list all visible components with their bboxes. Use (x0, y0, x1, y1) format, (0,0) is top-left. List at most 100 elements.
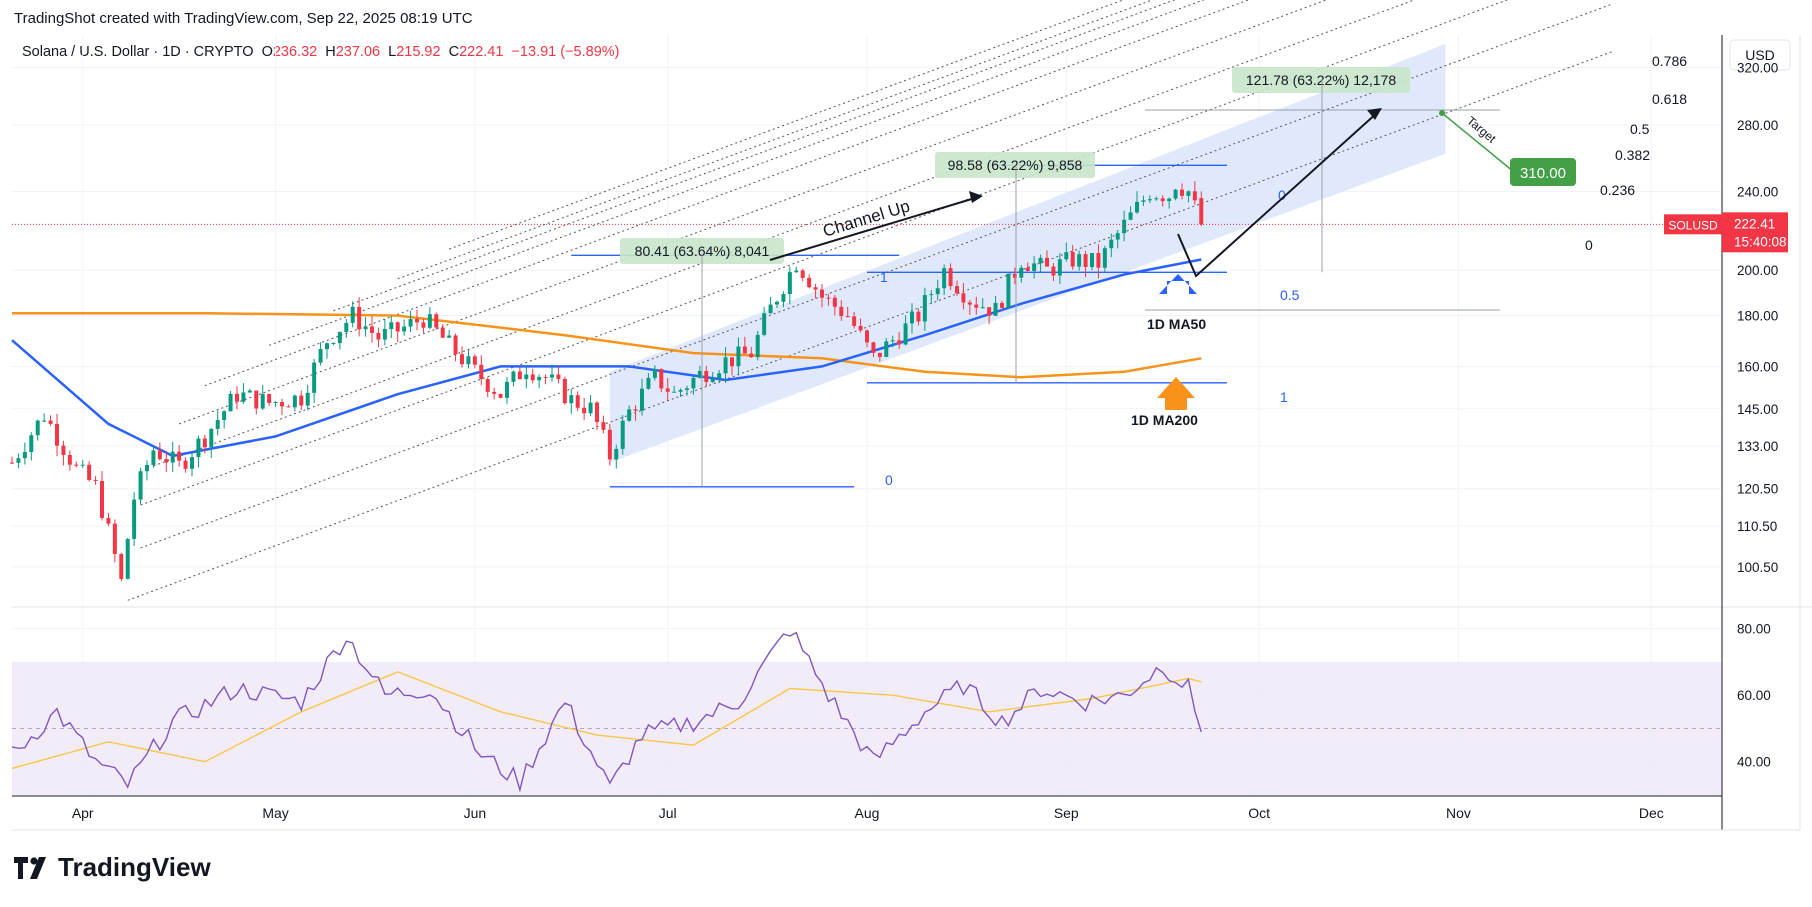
candle-body (22, 452, 27, 459)
fib-range-label: 0 (885, 472, 893, 488)
fib-parallel-line (127, 50, 1613, 601)
candle-body (1173, 189, 1178, 199)
candle-body (344, 322, 349, 332)
symbol-legend: Solana / U.S. Dollar · 1D · CRYPTO O236.… (22, 44, 620, 60)
candle-body (897, 340, 902, 345)
candle-body (852, 316, 857, 326)
candle-body (1057, 259, 1062, 276)
candle-body (1135, 201, 1139, 213)
candle-body (678, 389, 683, 392)
candle-body (903, 323, 908, 345)
candle-body (1141, 200, 1146, 202)
candle-body (704, 371, 709, 383)
ma50-label: 1D MA50 (1147, 316, 1206, 332)
candle-body (190, 457, 194, 469)
fib-parallel-line (268, 0, 1205, 346)
candle-body (820, 289, 824, 298)
candle-body (299, 395, 304, 406)
candle-body (241, 392, 246, 402)
candle-body (337, 331, 342, 344)
fib-parallel-line (448, 0, 1125, 250)
candle-body (588, 402, 593, 414)
candle-body (312, 362, 317, 393)
low-label: L (388, 44, 397, 60)
time-tick: May (262, 805, 288, 821)
candle-body (575, 395, 580, 408)
price-tick: 180.00 (1737, 309, 1778, 324)
candle-body (55, 423, 59, 446)
candle-body (884, 341, 889, 357)
currency-label: USD (1745, 47, 1775, 63)
time-tick: Apr (72, 805, 94, 821)
tradingview-logo[interactable]: TradingView (14, 852, 211, 883)
last-price-symbol: SOLUSD (1668, 218, 1718, 232)
ma200-label: 1D MA200 (1131, 412, 1198, 428)
candle-body (1070, 252, 1075, 267)
candle-body (1006, 273, 1011, 308)
currency-button (1729, 39, 1791, 71)
price-tick: 200.00 (1737, 263, 1778, 278)
candle-body (948, 268, 953, 287)
candle-body (382, 329, 387, 340)
candle-body (685, 388, 689, 390)
candle-body (202, 438, 207, 448)
fib-parallel-line (153, 0, 1416, 467)
candle-body (640, 388, 644, 411)
candle-body (877, 352, 882, 357)
candle-body (395, 322, 400, 332)
candle-body (980, 307, 985, 309)
time-tick: Dec (1639, 805, 1664, 821)
candle-body (961, 293, 966, 303)
candle-body (794, 270, 799, 273)
move2-label: 98.58 (63.22%) 9,858 (948, 157, 1083, 173)
price-tick: 280.00 (1737, 118, 1778, 133)
candle-body (800, 270, 805, 278)
candle-body (145, 464, 149, 472)
candle-body (652, 368, 657, 378)
price-tick: 110.50 (1737, 519, 1777, 534)
candle-body (363, 326, 368, 330)
candle-body (730, 357, 734, 367)
candle-body (292, 395, 297, 408)
move3-label-bg (1232, 67, 1410, 93)
candle-body (537, 376, 542, 381)
target-value: 310.00 (1520, 165, 1566, 182)
move3-label: 121.78 (63.22%) 12,178 (1246, 72, 1396, 88)
symbol-line[interactable]: Solana / U.S. Dollar · 1D · CRYPTO (22, 44, 254, 60)
channel-arrowhead (969, 191, 983, 203)
time-tick: Jul (659, 805, 677, 821)
candle-body (453, 335, 458, 355)
tradingview-logo-text: TradingView (58, 852, 211, 882)
candle-body (350, 306, 355, 323)
candle-body (112, 523, 117, 555)
change-value: −13.91 (−5.89%) (511, 44, 620, 60)
fib-range-label: 1 (880, 269, 888, 285)
candle-body (415, 319, 419, 323)
move1-label-bg (620, 238, 784, 264)
candle-body (556, 374, 561, 379)
candle-body (408, 319, 413, 327)
candle-body (955, 286, 959, 294)
annotations: 80.41 (63.64%) 8,041 98.58 (63.22%) 9,858… (12, 67, 1722, 487)
price-tick: 133.00 (1737, 439, 1778, 454)
fib-parallel-line (140, 3, 1613, 549)
time-tick: Oct (1248, 805, 1270, 821)
price-tick: 145.00 (1737, 402, 1778, 417)
fib-level-label: 0.236 (1600, 182, 1635, 198)
candle-body (447, 335, 452, 338)
last-price-bg (1722, 212, 1788, 253)
candle-body (479, 364, 484, 380)
candle-body (434, 314, 439, 328)
candle-body (389, 322, 394, 330)
candle-body (987, 307, 992, 316)
candle-body (93, 479, 98, 481)
candle-body (402, 326, 407, 332)
candle-body (247, 390, 252, 393)
candle-body (813, 287, 818, 290)
candle-body (607, 429, 612, 460)
candle-body (524, 374, 529, 380)
candle-body (1122, 219, 1127, 234)
candle-body (273, 401, 278, 404)
candle-body (325, 343, 329, 350)
